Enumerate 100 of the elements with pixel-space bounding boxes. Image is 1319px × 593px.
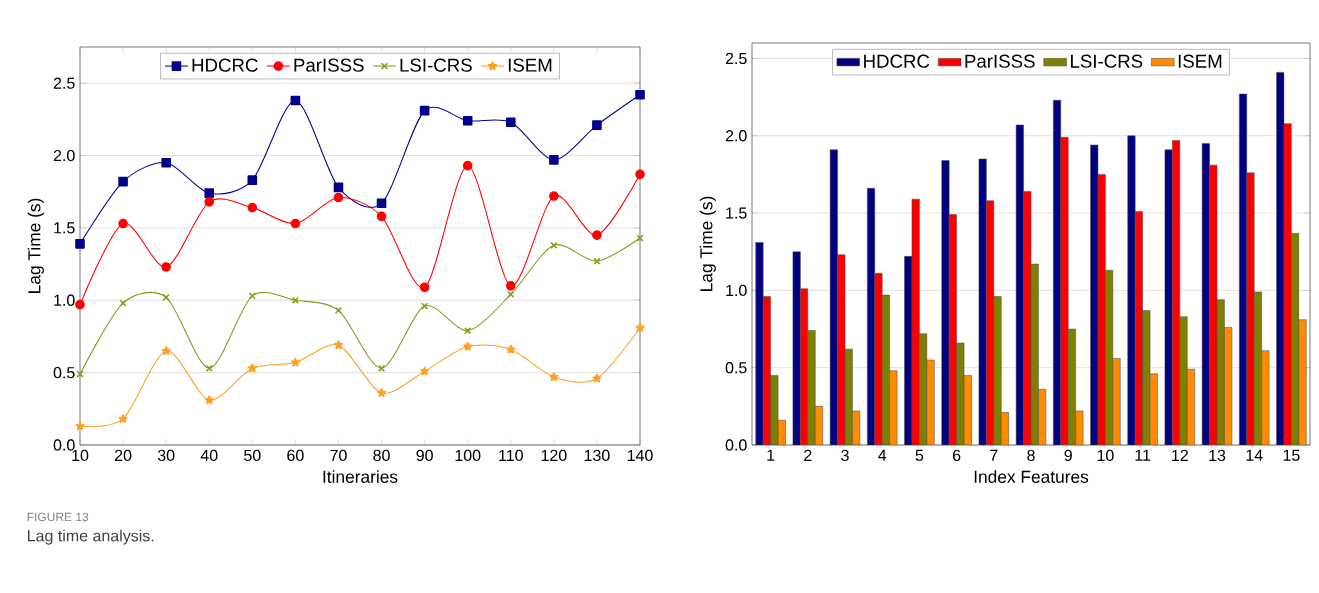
- legend-label: ISEM: [1178, 54, 1222, 68]
- point: [419, 282, 430, 293]
- point: [334, 306, 343, 315]
- legend-label: LSI-CRS: [400, 58, 472, 72]
- point: [75, 421, 85, 431]
- point: [376, 198, 387, 209]
- y-tick-label: 0.5: [725, 362, 747, 374]
- point: [419, 105, 430, 116]
- bar: [1246, 172, 1255, 445]
- y-tick-label: 0.0: [725, 439, 747, 451]
- point: [247, 202, 258, 213]
- point: [592, 230, 602, 240]
- point: [118, 176, 128, 187]
- point: [635, 322, 645, 332]
- point: [333, 182, 344, 193]
- bar: [1127, 135, 1136, 445]
- x-tick-label: 8: [1027, 449, 1035, 462]
- x-tick-label: 10: [72, 449, 89, 462]
- y-axis-title: Lag Time (s): [27, 198, 44, 293]
- y-axis-title: Lag Time (s): [699, 196, 716, 291]
- point: [376, 388, 387, 397]
- point: [464, 327, 472, 335]
- x-tick-label: 15: [1283, 449, 1300, 461]
- point: [592, 120, 602, 130]
- legend-label: HDCRC: [864, 54, 930, 68]
- x-tick-label: 13: [1209, 449, 1226, 462]
- point: [462, 116, 473, 126]
- point: [505, 117, 516, 128]
- caption: FIGURE 13: [27, 512, 89, 522]
- x-tick-label: 80: [373, 449, 390, 462]
- x-tick-label: 10: [1097, 449, 1114, 462]
- point: [333, 340, 344, 350]
- x-tick-label: 50: [244, 449, 261, 462]
- point: [506, 344, 516, 354]
- x-tick-label: 12: [1172, 449, 1188, 461]
- y-tick-label: 0.0: [53, 439, 75, 451]
- point: [247, 175, 258, 185]
- point: [76, 370, 84, 378]
- x-tick-label: 14: [1246, 449, 1263, 461]
- y-tick-label: 2.0: [53, 149, 75, 162]
- x-tick-label: 11: [1135, 449, 1151, 461]
- point: [75, 239, 85, 249]
- x-axis-title: Itineraries: [323, 470, 398, 483]
- x-tick-label: 130: [584, 449, 610, 462]
- legend-label: HDCRC: [192, 58, 258, 72]
- point: [462, 160, 473, 171]
- point: [635, 169, 645, 180]
- point: [75, 299, 85, 310]
- x-tick-label: 20: [114, 449, 132, 462]
- y-tick-label: 1.5: [54, 222, 75, 234]
- x-tick-label: 100: [455, 449, 481, 462]
- legend-label: ISEM: [508, 58, 552, 72]
- x-tick-label: 90: [416, 449, 433, 462]
- point: [376, 211, 387, 222]
- bar: [874, 273, 883, 445]
- y-tick-label: 1.0: [726, 284, 747, 297]
- point: [204, 197, 215, 207]
- point: [549, 191, 559, 201]
- point: [205, 364, 213, 372]
- x-tick-label: 5: [915, 449, 924, 461]
- x-tick-label: 40: [200, 449, 218, 462]
- point: [247, 363, 257, 373]
- point: [592, 373, 602, 383]
- x-tick-label: 4: [878, 449, 887, 461]
- text: Lag time analysis.: [28, 529, 154, 545]
- point: [161, 262, 171, 272]
- y-tick-label: 0.5: [53, 366, 75, 379]
- y-tick-label: 2.0: [725, 130, 747, 142]
- y-tick-label: 1.0: [54, 294, 75, 306]
- bar: [1060, 137, 1069, 445]
- point: [161, 346, 171, 355]
- bar: [941, 160, 950, 445]
- x-tick-label: 120: [541, 449, 567, 462]
- x-tick-label: 1: [767, 449, 775, 461]
- point: [420, 366, 430, 376]
- point: [290, 357, 300, 367]
- x-tick-label: 60: [287, 449, 304, 462]
- x-tick-label: 3: [841, 449, 849, 462]
- x-tick-label: 110: [499, 449, 523, 462]
- point: [635, 89, 645, 100]
- point: [333, 192, 344, 203]
- legend-label: LSI-CRS: [1071, 54, 1143, 68]
- point: [550, 241, 558, 249]
- legend-label: ParISSS: [294, 58, 364, 72]
- x-tick-label: 7: [990, 449, 998, 461]
- x-tick-label: 140: [627, 449, 653, 462]
- point: [290, 218, 301, 229]
- x-axis-title: Index Features: [974, 470, 1089, 483]
- legend-label: ParISSS: [965, 54, 1035, 68]
- point: [291, 296, 300, 304]
- x-tick-label: 9: [1064, 449, 1072, 462]
- x-tick-label: 70: [330, 449, 347, 462]
- point: [549, 372, 559, 382]
- point: [463, 341, 473, 351]
- point: [593, 257, 601, 265]
- x-tick-label: 30: [157, 449, 175, 462]
- point: [161, 157, 171, 168]
- y-tick-label: 1.5: [726, 207, 747, 219]
- point: [636, 234, 644, 242]
- y-tick-label: 2.5: [725, 52, 747, 65]
